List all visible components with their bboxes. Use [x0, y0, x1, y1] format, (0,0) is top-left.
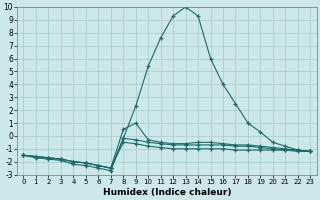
X-axis label: Humidex (Indice chaleur): Humidex (Indice chaleur): [103, 188, 231, 197]
